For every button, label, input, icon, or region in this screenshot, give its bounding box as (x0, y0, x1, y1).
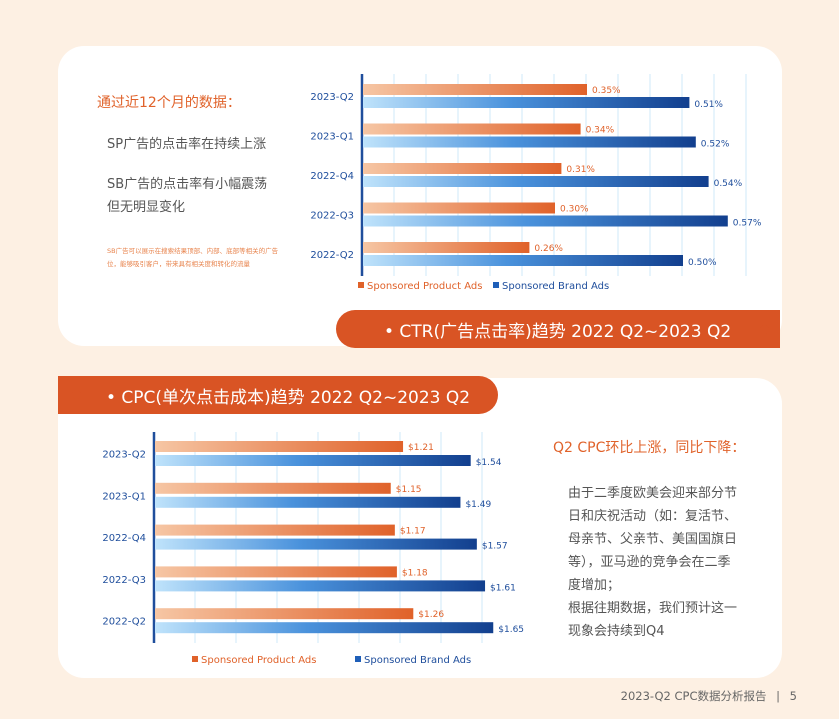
sb-value-label: $1.57 (482, 542, 508, 552)
category-label: 2022-Q2 (102, 617, 146, 628)
sp-bar (155, 608, 414, 620)
sp-value-label: 0.35% (592, 86, 621, 96)
sb-value-label: 0.57% (733, 219, 762, 229)
sp-bar (155, 482, 391, 494)
category-label: 2023-Q2 (310, 92, 354, 103)
sb-bar (155, 496, 461, 508)
sp-bar (155, 441, 404, 452)
sp-value-label: $1.18 (402, 568, 428, 578)
page-number: 5 (789, 689, 797, 703)
sb-value-label: $1.54 (476, 458, 502, 468)
legend-sb-label: Sponsored Brand Ads (502, 281, 609, 292)
sp-bar (363, 242, 530, 253)
category-label: 2022-Q3 (310, 211, 354, 222)
sp-bar (363, 84, 587, 95)
cpc-paragraph-line: 现象会持续到Q4 (568, 624, 665, 639)
sb-bar (155, 580, 486, 592)
sp-value-label: $1.26 (418, 610, 444, 620)
sb-bar (363, 97, 690, 108)
sp-value-label: 0.30% (560, 205, 589, 215)
sp-value-label: 0.34% (586, 126, 615, 136)
footer-separator: | (776, 689, 781, 703)
sp-bar (363, 123, 581, 135)
category-label: 2023-Q2 (102, 450, 146, 461)
cpc-chart: 2023-Q2 $1.21 $1.54 2023-Q1 $1.15 $1.49 2022-Q… (102, 432, 524, 666)
cpc-paragraph-line: 日和庆祝活动（如：复活节、 (568, 509, 738, 524)
sb-bar (363, 255, 683, 266)
sb-value-label: $1.65 (498, 625, 524, 635)
legend-sp-swatch (192, 656, 198, 662)
sp-value-label: $1.17 (400, 527, 426, 537)
banner-dot-right (760, 325, 769, 334)
sp-bar (155, 524, 395, 536)
banner-dot-left (72, 390, 81, 399)
category-label: 2023-Q1 (310, 132, 354, 143)
sb-value-label: $1.61 (490, 583, 516, 593)
category-label: 2022-Q2 (310, 250, 354, 261)
category-label: 2022-Q4 (102, 533, 146, 544)
sb-bar (363, 215, 728, 227)
sp-value-label: $1.15 (396, 485, 422, 495)
category-label: 2022-Q4 (310, 171, 354, 182)
legend-sp-label: Sponsored Product Ads (367, 281, 482, 292)
sp-value-label: 0.31% (566, 165, 595, 175)
sb-value-label: 0.50% (688, 258, 717, 268)
sp-value-label: 0.26% (534, 244, 563, 254)
sp-bar (155, 566, 397, 578)
ctr-point-1: SP广告的点击率在持续上涨 (107, 137, 267, 152)
ctr-chart: 2023-Q2 0.35% 0.51% 2023-Q1 0.34% 0.52% 2022-Q… (310, 74, 762, 292)
legend-sb-label: Sponsored Brand Ads (364, 655, 471, 666)
ctr-card (58, 46, 782, 346)
cpc-paragraph-line: 由于二季度欧美会迎来部分节 (568, 486, 738, 501)
sb-bar (155, 622, 494, 634)
sb-bar (155, 538, 477, 550)
sb-value-label: 0.51% (694, 100, 723, 110)
ctr-point-3: 但无明显变化 (107, 200, 186, 215)
cpc-banner: • CPC(单次点击成本)趋势 2022 Q2~2023 Q2 (58, 376, 498, 414)
cpc-paragraph-line: 等），亚马逊的竞争会在二季 (568, 555, 731, 570)
category-label: 2023-Q1 (102, 491, 146, 502)
sb-value-label: 0.52% (701, 140, 730, 150)
sp-bar (363, 163, 562, 174)
cpc-paragraph-line: 母亲节、父亲节、美国国旗日 (568, 532, 738, 547)
legend-sp-label: Sponsored Product Ads (201, 655, 316, 666)
legend-sp-swatch (358, 282, 364, 288)
category-label: 2022-Q3 (102, 575, 146, 586)
footer: 2023-Q2 CPC数据分析报告 | 5 (621, 688, 797, 704)
sp-bar (363, 202, 555, 214)
cpc-paragraph-line: 根据往期数据，我们预计这一 (568, 601, 738, 616)
cpc-paragraph: 由于二季度欧美会迎来部分节 日和庆祝活动（如：复活节、 母亲节、父亲节、美国国旗日等… (568, 482, 737, 643)
report-title: 2023-Q2 CPC数据分析报告 (620, 689, 767, 703)
sp-value-label: $1.21 (408, 443, 434, 453)
ctr-banner: • CTR(广告点击率)趋势 2022 Q2~2023 Q2 (336, 310, 780, 348)
sb-bar (155, 455, 471, 466)
legend-sb-swatch (493, 282, 499, 288)
sb-ads-note: SB广告可以展示在搜索结果顶部、内部、底部等相关的广告位，能够吸引客户，带来具有… (107, 247, 279, 268)
sb-bar (363, 176, 709, 187)
ctr-heading: 通过近12个月的数据： (97, 95, 241, 111)
cpc-paragraph-line: 度增加； (568, 578, 621, 593)
cpc-heading: Q2 CPC环比上涨，同比下降： (553, 440, 746, 456)
ctr-point-2: SB广告的点击率有小幅震荡 (107, 177, 268, 192)
sb-value-label: $1.49 (465, 500, 491, 510)
sb-value-label: 0.54% (714, 179, 743, 189)
sb-bar (363, 136, 696, 148)
legend-sb-swatch (355, 656, 361, 662)
